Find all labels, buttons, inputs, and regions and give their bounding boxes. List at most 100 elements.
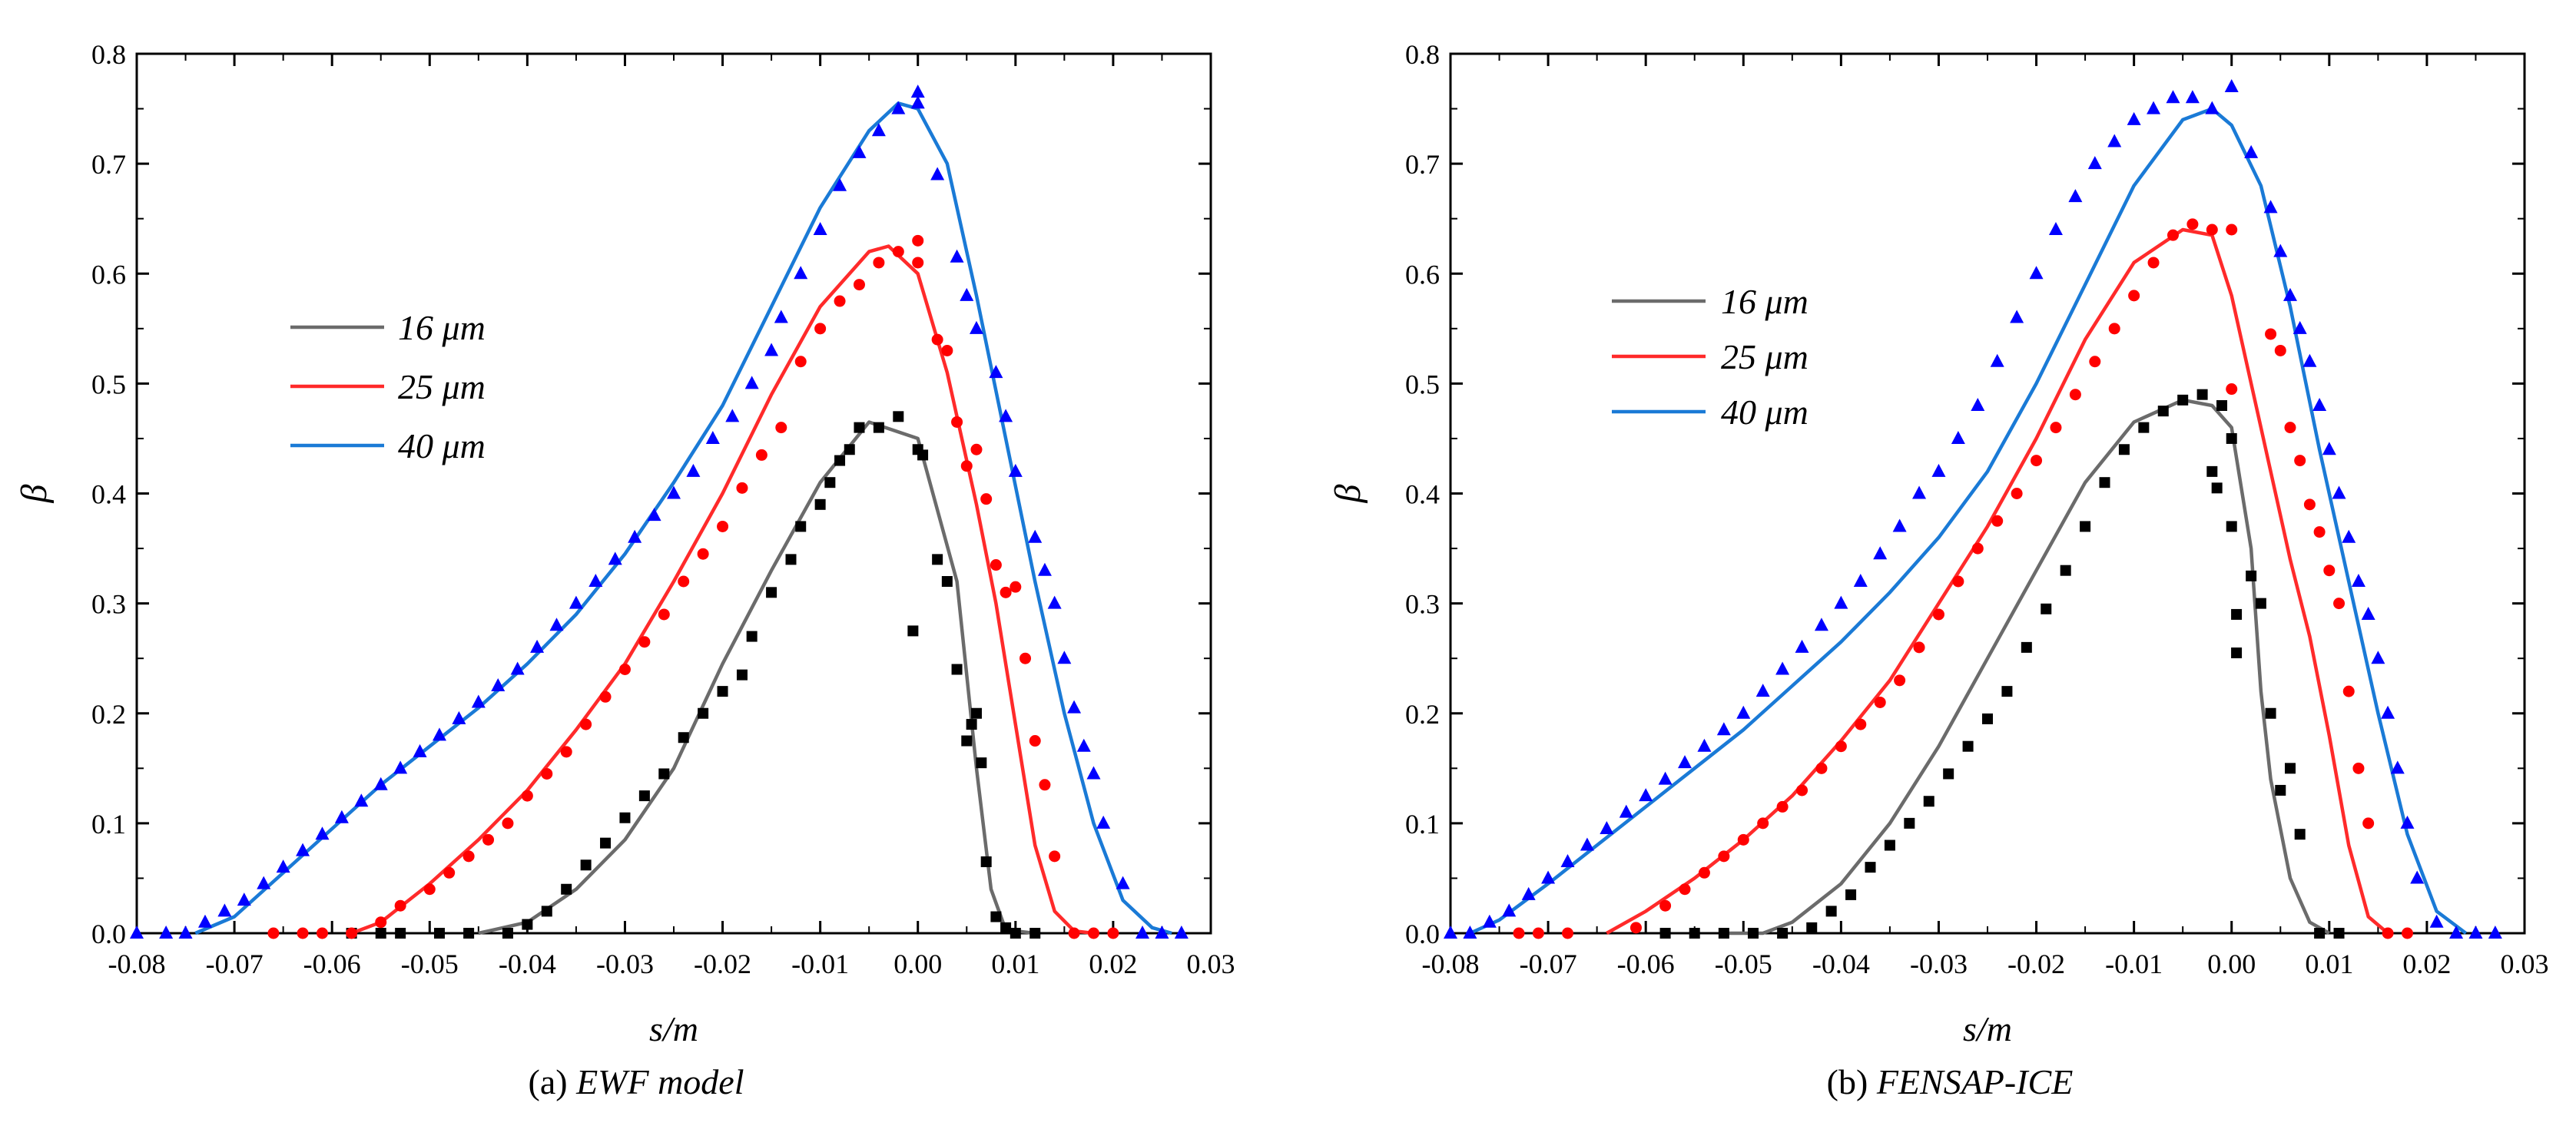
- data-point-triangle: [1736, 705, 1751, 719]
- data-point-square: [766, 587, 777, 598]
- y-tick-label: 0.7: [91, 149, 126, 180]
- data-point-triangle: [2400, 815, 2415, 829]
- legend: 16 μm 25 μm 40 μm: [1612, 282, 1809, 432]
- data-point-triangle: [667, 485, 681, 499]
- legend-label: 40 μm: [398, 426, 486, 465]
- data-point-square: [2041, 603, 2052, 614]
- data-point-triangle: [432, 727, 446, 741]
- data-point-triangle: [960, 287, 974, 301]
- x-tick-label: -0.05: [1715, 949, 1772, 979]
- data-point-triangle: [2342, 529, 2356, 543]
- caption-b-prefix: (b): [1826, 1062, 1868, 1101]
- data-point-triangle: [1892, 518, 1907, 532]
- data-point-square: [717, 686, 728, 697]
- data-point-circle: [638, 636, 651, 648]
- legend-label: 16 μm: [1721, 282, 1809, 321]
- data-point-circle: [462, 850, 475, 863]
- data-point-circle: [941, 344, 953, 356]
- x-axis-title: s/m: [649, 1009, 698, 1048]
- y-axis-title: β: [1328, 484, 1368, 503]
- series-line: [194, 101, 1172, 936]
- data-point-square: [1777, 928, 1789, 939]
- caption-a-name: EWF model: [576, 1062, 744, 1101]
- data-point-circle: [912, 234, 924, 247]
- y-tick-label: 0.1: [1405, 809, 1440, 840]
- data-point-circle: [1019, 652, 1032, 664]
- data-point-square: [834, 455, 846, 466]
- data-point-triangle: [2087, 156, 2102, 170]
- data-point-square: [824, 477, 836, 488]
- data-point-triangle: [1444, 926, 1457, 939]
- data-point-square: [2177, 394, 2189, 406]
- data-point-triangle: [871, 123, 886, 137]
- data-point-square: [1904, 817, 1915, 829]
- data-point-circle: [1107, 927, 1119, 939]
- data-point-circle: [1000, 586, 1012, 598]
- data-point-circle: [1776, 800, 1789, 813]
- data-point-square: [907, 625, 919, 637]
- data-point-circle: [658, 608, 670, 621]
- data-point-square: [961, 735, 973, 747]
- data-point-circle: [755, 449, 767, 461]
- data-point-circle: [521, 790, 533, 802]
- data-point-triangle: [744, 376, 759, 389]
- data-point-circle: [1757, 817, 1769, 830]
- data-point-circle: [2323, 565, 2336, 577]
- data-point-circle: [2031, 455, 2043, 467]
- y-tick-label: 0.4: [1405, 479, 1440, 510]
- data-point-triangle: [1853, 574, 1868, 587]
- plot-frame: [1449, 52, 2526, 935]
- data-point-circle: [599, 691, 612, 703]
- data-point-triangle: [2381, 705, 2395, 719]
- data-point-circle: [316, 927, 328, 939]
- caption-b-name: FENSAP-ICE: [1876, 1062, 2074, 1101]
- data-point-triangle: [2488, 926, 2502, 939]
- data-point-circle: [1796, 784, 1809, 796]
- data-point-triangle: [1755, 684, 1770, 697]
- data-point-triangle: [217, 903, 232, 917]
- data-point-square: [844, 444, 855, 455]
- y-tick-label: 0.5: [91, 369, 126, 399]
- data-point-square: [375, 928, 386, 939]
- data-point-triangle: [2351, 574, 2365, 587]
- data-point-circle: [1087, 927, 1099, 939]
- data-point-triangle: [2468, 926, 2483, 939]
- data-point-triangle: [1931, 463, 1946, 477]
- data-point-square: [502, 928, 513, 939]
- x-tick-label: -0.01: [791, 949, 849, 979]
- data-point-circle: [1039, 779, 1051, 791]
- data-point-triangle: [2147, 101, 2161, 114]
- data-point-square: [2157, 406, 2169, 417]
- data-point-circle: [560, 746, 572, 758]
- data-point-square: [2080, 521, 2091, 532]
- data-point-square: [1865, 862, 1876, 873]
- x-tick-label: -0.03: [596, 949, 654, 979]
- data-point-square: [541, 906, 552, 917]
- data-point-triangle: [197, 914, 212, 928]
- data-point-triangle: [1619, 804, 1633, 818]
- data-point-square: [580, 859, 592, 871]
- series-line: [1469, 107, 2468, 936]
- data-point-triangle: [1482, 914, 1497, 928]
- y-tick-label: 0.1: [91, 809, 126, 840]
- data-point-triangle: [705, 430, 720, 444]
- data-point-circle: [482, 833, 495, 846]
- data-point-triangle: [999, 409, 1013, 422]
- data-point-square: [970, 707, 982, 719]
- data-point-triangle: [2048, 222, 2063, 235]
- data-point-triangle: [373, 777, 388, 790]
- data-point-triangle: [1008, 463, 1023, 477]
- data-point-square: [561, 883, 572, 895]
- data-point-square: [1884, 840, 1895, 851]
- data-point-triangle: [549, 618, 564, 631]
- x-tick-label: -0.02: [2007, 949, 2065, 979]
- data-point-triangle: [2107, 134, 2122, 147]
- data-point-square: [785, 554, 797, 565]
- data-point-triangle: [2410, 870, 2425, 884]
- data-point-square: [746, 631, 758, 642]
- data-point-triangle: [2332, 485, 2346, 499]
- data-point-triangle: [969, 320, 983, 334]
- data-point-triangle: [910, 84, 925, 98]
- data-point-circle: [1737, 833, 1749, 846]
